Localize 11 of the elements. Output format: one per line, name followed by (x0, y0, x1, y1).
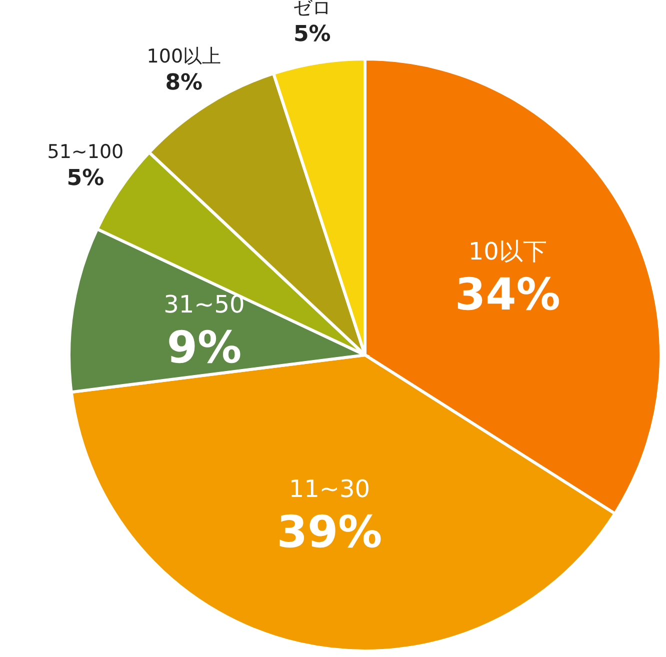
slice-label: 11~30 (288, 474, 370, 503)
slice-label: 100以上 (146, 46, 222, 68)
slice-label: 10以下 (468, 238, 547, 266)
slice-label: 51~100 (47, 141, 124, 164)
data-label: 5% (66, 166, 104, 192)
data-label: 5% (293, 22, 331, 48)
data-label: 39% (276, 506, 382, 558)
data-label: 9% (166, 322, 242, 374)
data-label: 8% (165, 70, 203, 96)
slice-label: 31~50 (164, 290, 245, 319)
data-label: 34% (455, 270, 560, 321)
